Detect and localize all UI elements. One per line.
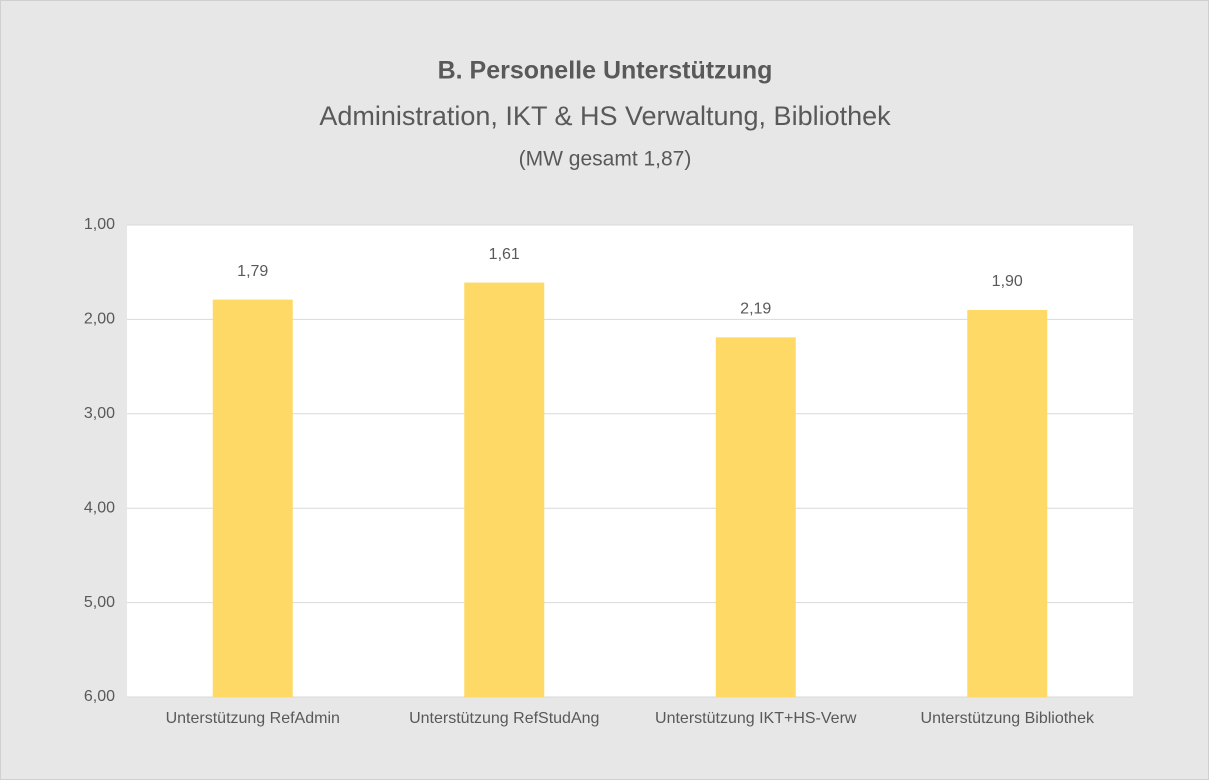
value-label: 1,61 bbox=[489, 246, 520, 263]
chart-annotation: (MW gesamt 1,87) bbox=[519, 148, 692, 171]
value-label: 2,19 bbox=[740, 301, 771, 318]
x-tick-label: Unterstützung Bibliothek bbox=[920, 710, 1094, 727]
y-tick-label: 3,00 bbox=[84, 405, 115, 422]
chart-subtitle: Administration, IKT & HS Verwaltung, Bib… bbox=[319, 101, 891, 131]
value-label: 1,90 bbox=[992, 273, 1023, 290]
bar bbox=[212, 299, 293, 697]
x-tick-label: Unterstützung RefStudAng bbox=[409, 710, 600, 727]
chart-title: B. Personelle Unterstützung bbox=[438, 57, 773, 85]
value-label: 1,79 bbox=[237, 263, 268, 280]
bar bbox=[464, 282, 545, 697]
y-tick-label: 2,00 bbox=[84, 311, 115, 328]
y-tick-label: 5,00 bbox=[84, 594, 115, 611]
y-tick-label: 4,00 bbox=[84, 499, 115, 516]
x-tick-label: Unterstützung IKT+HS-Verw bbox=[655, 710, 857, 727]
bar bbox=[715, 337, 796, 697]
bar bbox=[967, 309, 1048, 697]
y-tick-label: 6,00 bbox=[84, 688, 115, 705]
plot-area bbox=[127, 225, 1133, 697]
x-tick-label: Unterstützung RefAdmin bbox=[165, 710, 340, 727]
y-tick-label: 1,00 bbox=[84, 216, 115, 233]
